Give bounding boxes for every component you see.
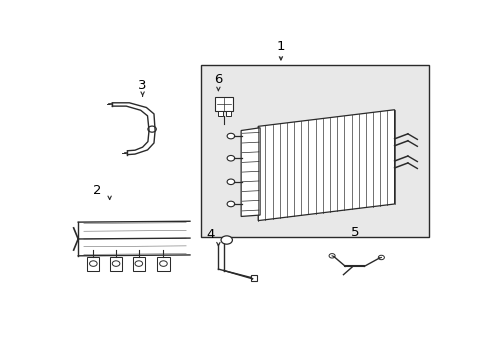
- Circle shape: [328, 253, 334, 258]
- Circle shape: [226, 133, 234, 139]
- Bar: [250, 275, 257, 281]
- Circle shape: [226, 179, 234, 185]
- Bar: [87, 257, 99, 270]
- Circle shape: [221, 236, 232, 244]
- Text: 5: 5: [350, 226, 358, 239]
- Circle shape: [226, 201, 234, 207]
- Text: 6: 6: [214, 73, 222, 86]
- Polygon shape: [241, 128, 260, 216]
- Text: 4: 4: [206, 228, 215, 242]
- Bar: [110, 257, 122, 270]
- Circle shape: [112, 261, 120, 266]
- Circle shape: [147, 126, 156, 132]
- Bar: [157, 257, 169, 270]
- Bar: [201, 66, 428, 237]
- Circle shape: [378, 255, 384, 260]
- Polygon shape: [258, 110, 394, 221]
- Circle shape: [226, 156, 234, 161]
- Text: 3: 3: [138, 79, 146, 92]
- Circle shape: [89, 261, 97, 266]
- Circle shape: [135, 261, 142, 266]
- Bar: [218, 111, 223, 116]
- Text: 1: 1: [276, 40, 285, 53]
- Bar: [132, 257, 144, 270]
- Bar: [225, 111, 230, 116]
- Circle shape: [159, 261, 167, 266]
- Bar: [214, 97, 232, 111]
- Text: 2: 2: [93, 184, 101, 197]
